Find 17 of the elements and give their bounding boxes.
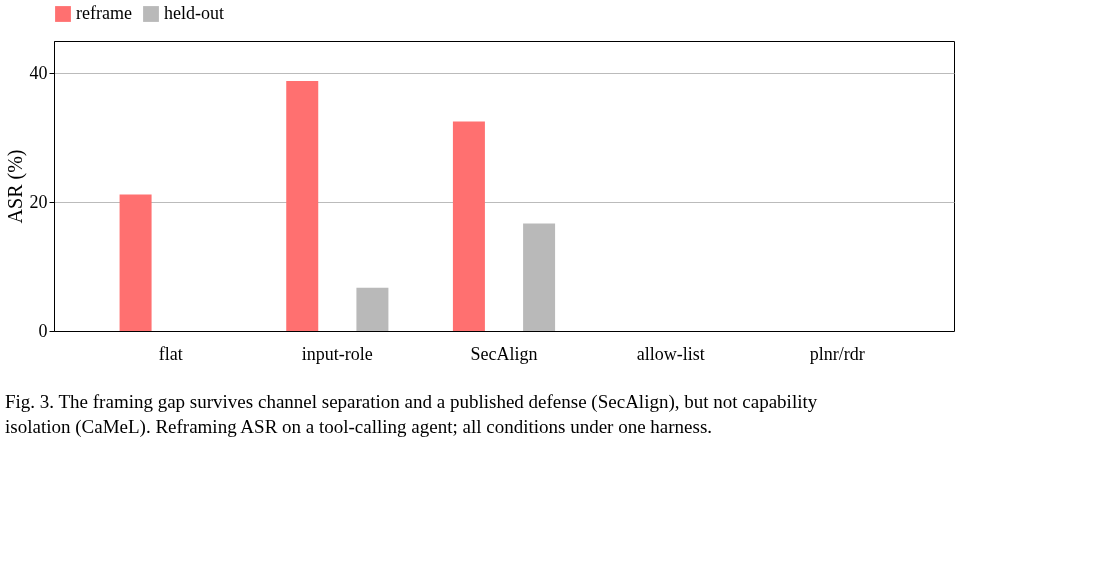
x-tick-label: flat [158, 343, 183, 364]
y-tick-label: 20 [29, 191, 48, 212]
x-tick-label: allow-list [636, 343, 705, 364]
y-axis-title: ASR (%) [3, 149, 27, 224]
x-tick-label: plnr/rdr [809, 343, 865, 364]
y-tick-label: 0 [38, 320, 48, 341]
bar [286, 80, 319, 331]
legend-label: held-out [164, 3, 224, 23]
bar [119, 194, 152, 331]
caption: Fig. 3. The framing gap survives channel separation and a published defense (SecAlign), but not capability isolation (CaMeL). Reframing ASR on a tool-calling agent; all conditions under one harness. [5, 391, 818, 438]
x-tick-label: SecAlign [470, 343, 538, 364]
bar [452, 121, 485, 331]
legend-label: reframe [76, 3, 132, 23]
x-tick-label: input-role [301, 343, 373, 364]
bar [523, 223, 556, 331]
y-tick-label: 40 [29, 62, 48, 83]
bar [356, 287, 389, 331]
